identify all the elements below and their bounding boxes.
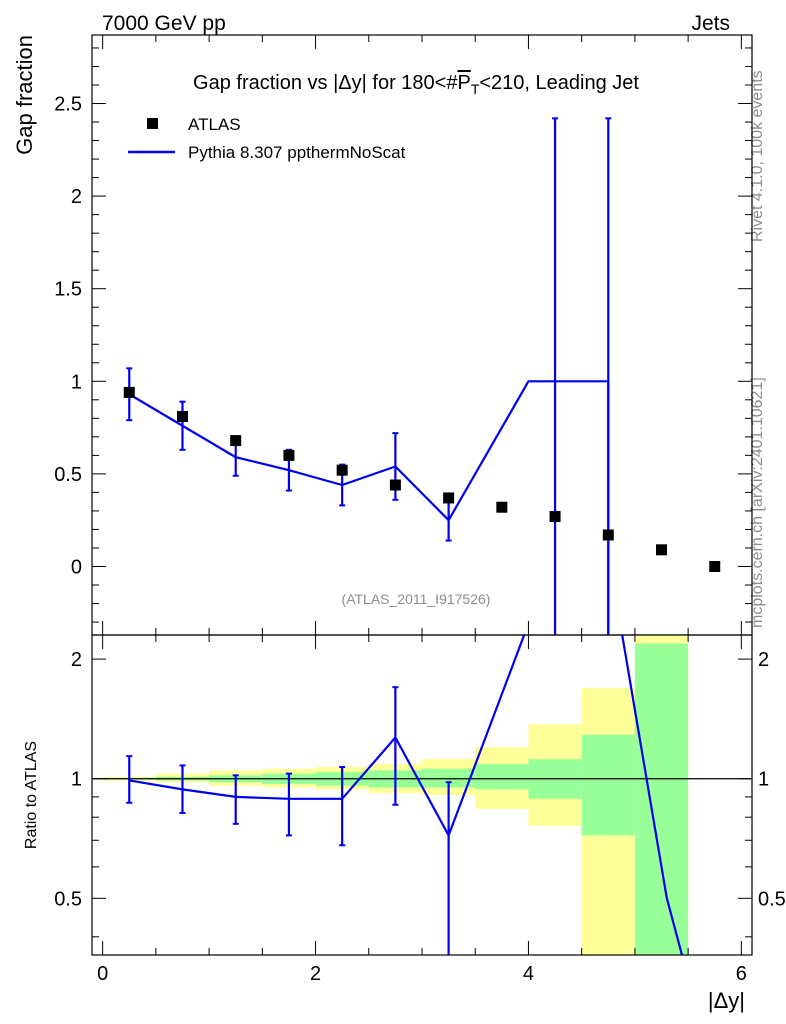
analysis-watermark: (ATLAS_2011_I917526) (342, 591, 491, 607)
uncertainty-band-inner (581, 734, 635, 836)
legend-label-atlas: ATLAS (188, 115, 241, 134)
y-axis-label-ratio: Ratio to ATLAS (23, 741, 40, 849)
header-process-label: Jets (691, 12, 730, 35)
plot-title-pre: Gap fraction vs |Δy| for 180<# (193, 72, 458, 94)
y-tick-label-main: 2.5 (54, 94, 82, 116)
atlas-data-point (230, 435, 242, 447)
y-axis-label-main: Gap fraction (12, 35, 37, 155)
y-tick-label-main: 1 (71, 371, 82, 393)
main-plot-panel: 0 0.5 1 1.5 2 2.5 Gap fraction vs |Δy| for 18… (12, 34, 753, 636)
y-tick-label-main: 2 (71, 186, 82, 208)
legend-label-pythia: Pythia 8.307 ppthermNoScat (188, 143, 406, 162)
atlas-data-point (443, 492, 455, 504)
legend-marker-atlas (147, 118, 158, 129)
rivet-version-label: Rivet 4.1.0, 100k events (749, 70, 766, 242)
plot-title-symbol: P (457, 72, 470, 94)
mcplots-credit-label: mcplots.cern.ch [arXiv:2401.10621] (749, 377, 766, 628)
y-tick-label-ratio-right: 2 (758, 649, 769, 671)
x-tick-label: 2 (310, 963, 321, 985)
atlas-data-point (496, 501, 508, 513)
atlas-data-point (549, 510, 561, 522)
ratio-plot-panel: 0.5 0.5 1 1 2 2 0 2 4 6 Ratio to ATLAS |Δy| (23, 634, 786, 1013)
uncertainty-band-inner (475, 763, 529, 790)
atlas-data-point (336, 464, 348, 476)
atlas-data-point (602, 529, 614, 541)
x-tick-label: 4 (523, 963, 534, 985)
plot-title-post: <210, Leading Jet (479, 72, 639, 94)
y-tick-label-ratio: 0.5 (54, 888, 82, 910)
y-tick-label-main: 0 (71, 556, 82, 578)
atlas-data-point (389, 479, 401, 491)
y-tick-label-ratio: 1 (71, 769, 82, 791)
mc-curve-main (128, 380, 610, 635)
atlas-data-point (283, 449, 295, 461)
x-axis-label: |Δy| (708, 988, 745, 1013)
plot-title-subscript: T (471, 81, 480, 97)
x-tick-label: 6 (736, 963, 747, 985)
y-tick-label-ratio-right: 1 (758, 769, 769, 791)
y-tick-label-main: 1.5 (54, 279, 82, 301)
atlas-data-point (123, 386, 135, 398)
y-tick-label-ratio-right: 0.5 (758, 888, 786, 910)
atlas-data-point (709, 560, 721, 572)
x-tick-label: 0 (97, 963, 108, 985)
atlas-data-point (176, 410, 188, 422)
uncertainty-band-inner (634, 643, 689, 955)
uncertainty-band-inner (422, 768, 476, 788)
header-energy-label: 7000 GeV pp (102, 12, 226, 35)
y-tick-label-ratio: 2 (71, 649, 82, 671)
y-tick-label-main: 0.5 (54, 464, 82, 486)
atlas-data-point (656, 544, 668, 556)
plot-title: Gap fraction vs |Δy| for 180<#PT<210, Le… (193, 72, 639, 97)
